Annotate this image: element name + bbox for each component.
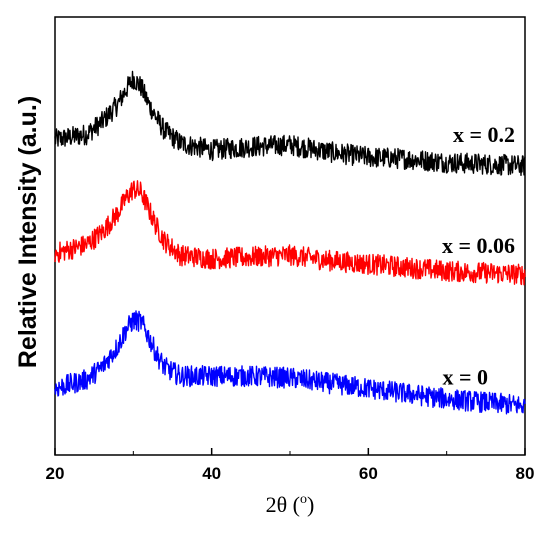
- series-label: x = 0: [442, 364, 488, 389]
- x-tick-label: 80: [516, 464, 535, 483]
- x-tick-label: 60: [359, 464, 378, 483]
- series-label: x = 0.2: [453, 122, 515, 147]
- x-tick-label: 20: [46, 464, 65, 483]
- x-axis-title: 2θ (o): [266, 492, 315, 517]
- x-axis-tick-labels: 20 40 60 80: [46, 464, 535, 483]
- series-labels: x = 0.2 x = 0.06 x = 0: [442, 122, 515, 389]
- x-tick-label: 40: [202, 464, 221, 483]
- series-lines: [54, 70, 526, 415]
- x-axis-title-base: 2θ (: [266, 492, 300, 517]
- series-label: x = 0.06: [442, 233, 515, 258]
- x-axis-title-tail: ): [307, 492, 314, 517]
- y-axis-title: Relative Intensity (a.u.): [14, 96, 42, 368]
- series-line: [54, 70, 526, 176]
- series-line: [54, 310, 526, 415]
- x-axis-title-sup: o: [300, 492, 307, 507]
- x-axis-ticks: [54, 448, 526, 455]
- series-line: [54, 180, 526, 286]
